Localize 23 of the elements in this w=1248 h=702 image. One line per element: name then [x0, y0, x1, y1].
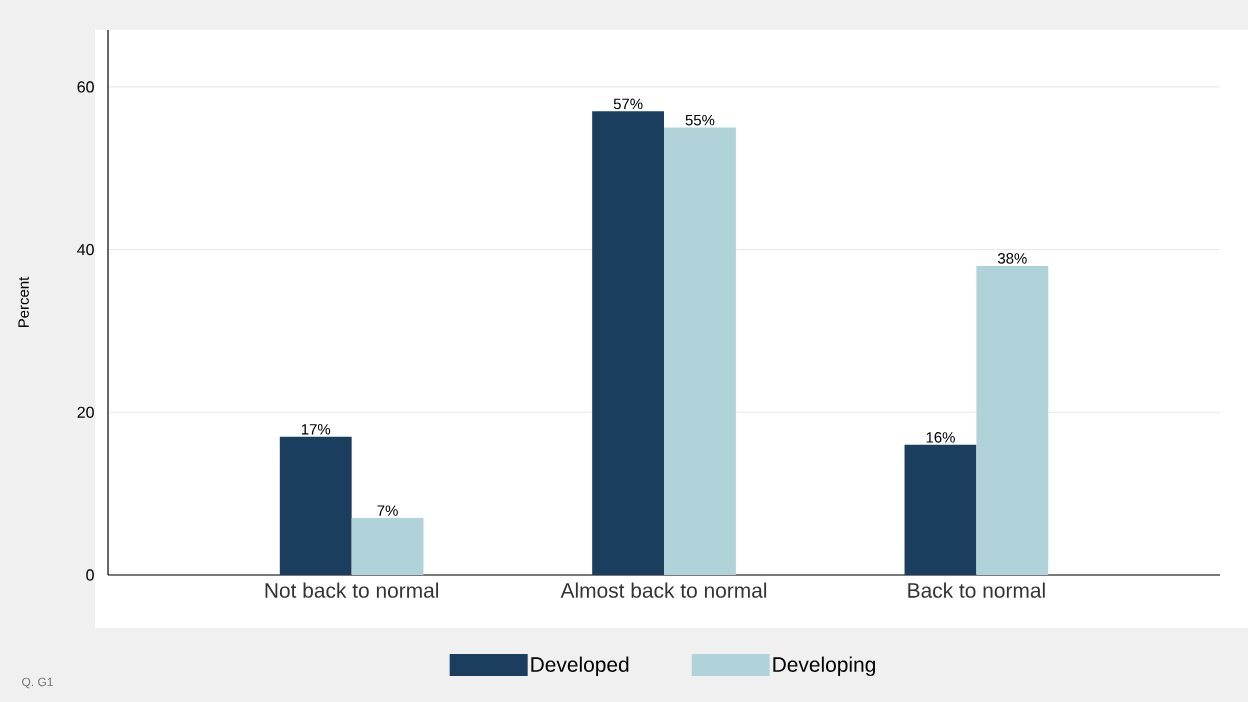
data-label: 17%	[301, 424, 331, 435]
data-label: 38%	[997, 253, 1027, 264]
bar	[904, 444, 977, 575]
legend-label: Developed	[531, 656, 629, 677]
data-label: 55%	[685, 114, 715, 126]
text: Q. G1	[22, 677, 53, 689]
x-tick-label: Not back to normal	[265, 582, 439, 598]
x-tick-label: Back to normal	[908, 582, 1045, 598]
y-tick-label: 40	[77, 243, 94, 256]
y-tick-label: 0	[86, 569, 94, 581]
bar	[976, 265, 1049, 575]
legend-label: Developing	[773, 656, 875, 677]
y-axis-title: Percent	[18, 276, 29, 328]
bar	[592, 111, 665, 575]
y-tick-label: 60	[77, 81, 94, 93]
bar	[664, 127, 736, 575]
bar	[279, 436, 352, 575]
data-label: 7%	[377, 505, 398, 516]
x-tick-label: Almost back to normal	[560, 582, 767, 598]
data-label: 57%	[613, 98, 643, 110]
data-label: 16%	[926, 432, 955, 443]
y-tick-label: 20	[77, 406, 94, 418]
bar	[351, 518, 424, 575]
